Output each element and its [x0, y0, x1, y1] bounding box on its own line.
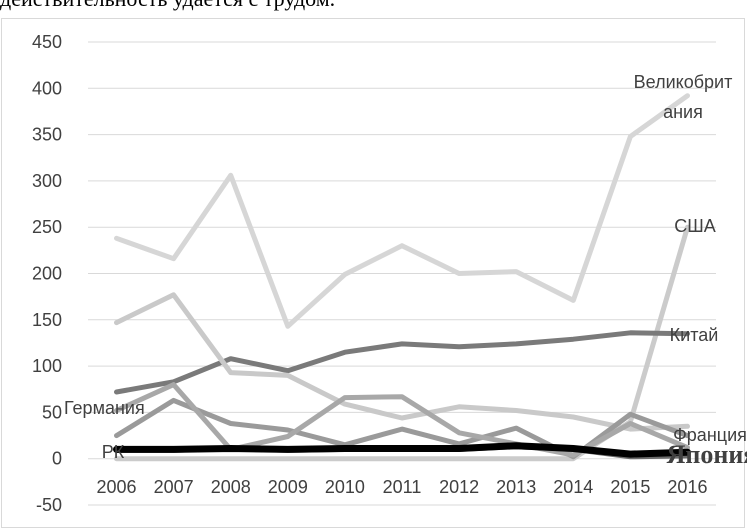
series-line [114, 93, 690, 329]
x-tick-label: 2012 [439, 477, 479, 497]
series-label: Франция [673, 425, 747, 445]
header-text: действительность удается с трудом. [0, 0, 747, 16]
y-tick-label: -50 [36, 495, 62, 515]
y-tick-label: 100 [32, 356, 62, 376]
y-tick-label: 350 [32, 125, 62, 145]
series-label: ания [663, 102, 703, 122]
series-label: Япония [667, 440, 747, 469]
x-tick-label: 2007 [154, 477, 194, 497]
x-tick-label: 2009 [268, 477, 308, 497]
y-tick-label: 200 [32, 264, 62, 284]
y-tick-label: 50 [42, 402, 62, 422]
x-tick-label: 2008 [211, 477, 251, 497]
series-line [114, 330, 690, 395]
x-tick-label: 2013 [496, 477, 536, 497]
x-tick-label: 2010 [325, 477, 365, 497]
y-tick-label: 250 [32, 217, 62, 237]
y-tick-label: 0 [52, 449, 62, 469]
x-tick-label: 2016 [667, 477, 707, 497]
series-line [113, 442, 691, 458]
x-tick-label: 2006 [97, 477, 137, 497]
series-label: Германия [64, 398, 145, 418]
series-line [114, 292, 690, 432]
x-tick-label: 2014 [553, 477, 593, 497]
y-tick-label: 400 [32, 78, 62, 98]
x-tick-label: 2011 [383, 477, 422, 497]
series-label: США [674, 216, 716, 236]
x-tick-label: 2015 [610, 477, 650, 497]
y-tick-label: 450 [32, 32, 62, 52]
series-label: РК [102, 442, 125, 462]
y-tick-label: 150 [32, 310, 62, 330]
series-label: Великобрит [634, 72, 733, 92]
series-label: Китай [670, 325, 719, 345]
y-tick-label: 300 [32, 171, 62, 191]
